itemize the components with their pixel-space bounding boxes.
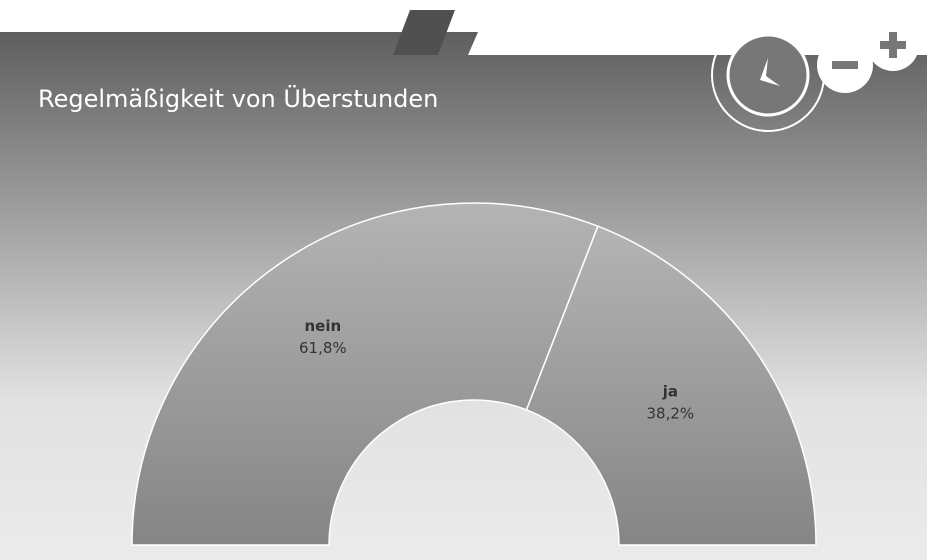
chart-title: Regelmäßigkeit von Überstunden	[38, 84, 438, 113]
slice	[525, 225, 817, 546]
slice-label: ja	[662, 382, 678, 400]
slice-label: nein	[304, 317, 341, 335]
tab	[393, 10, 455, 55]
slice-value: 61,8%	[299, 339, 347, 357]
slice	[131, 202, 599, 546]
icons	[711, 18, 919, 132]
slice-value: 38,2%	[646, 404, 694, 422]
